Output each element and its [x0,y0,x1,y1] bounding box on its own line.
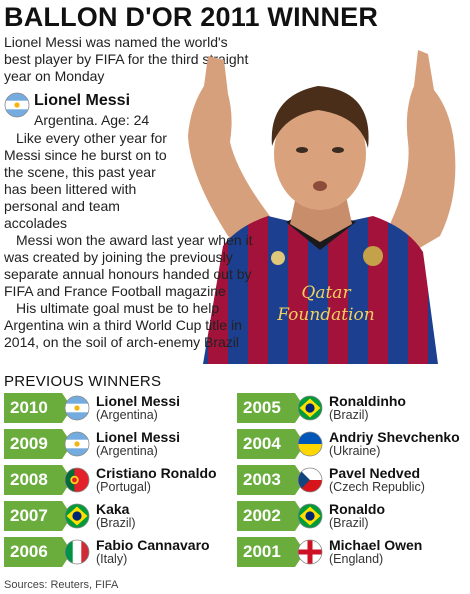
ukraine-flag-icon [297,431,323,457]
page-title: BALLON D'OR 2011 WINNER [4,2,379,32]
winner-country: (Ukraine) [329,444,381,458]
winner-year: 2002 [237,501,305,531]
winner-country: (Argentina) [96,408,158,422]
winner-name: Ronaldinho [329,393,406,409]
winner-country: (Brazil) [329,516,369,530]
winner-name: Kaka [96,501,130,517]
winner-country: (Italy) [96,552,128,566]
argentina-flag-icon [64,431,90,457]
winner-name: Andriy Shevchenko [329,429,460,445]
argentina-flag-icon [64,395,90,421]
argentina-flag-icon [4,92,30,118]
winner-name: Ronaldo [329,501,385,517]
shirt-text-line2: Foundation [276,305,374,325]
sources-note: Sources: Reuters, FIFA [4,579,119,591]
brazil-flag-icon [64,503,90,529]
bullet-list: Like every other year for Messi since he… [4,130,254,351]
page-subtitle: Lionel Messi was named the world's best … [4,34,249,84]
winner-year: 2003 [237,465,305,495]
previous-winners-heading: PREVIOUS WINNERS [4,373,162,390]
winner-year: 2005 [237,393,305,423]
czech-flag-icon [297,467,323,493]
winner-country: (Brazil) [96,516,136,530]
player-meta: Argentina. Age: 24 [34,112,150,128]
winner-country: (Czech Republic) [329,480,425,494]
winner-country: (Brazil) [329,408,369,422]
winner-name: Pavel Nedved [329,465,421,481]
player-name: Lionel Messi [34,92,131,109]
winner-year: 2010 [4,393,72,423]
winner-country: (Argentina) [96,444,158,458]
portugal-flag-icon [64,467,90,493]
winner-name: Lionel Messi [96,429,181,445]
winner-year: 2009 [4,429,72,459]
bullet-item: His ultimate goal must be to help Argent… [4,300,254,351]
winner-country: (England) [329,552,384,566]
winner-year: 2007 [4,501,72,531]
winner-country: (Portugal) [96,480,151,494]
winner-name: Fabio Cannavaro [96,537,210,553]
bullet-item: Like every other year for Messi since he… [4,130,169,232]
italy-flag-icon [64,539,90,565]
winner-year: 2001 [237,537,305,567]
winner-name: Cristiano Ronaldo [96,465,217,481]
bullet-item: Messi won the award last year when it wa… [4,232,253,299]
brazil-flag-icon [297,395,323,421]
winner-year: 2008 [4,465,72,495]
winner-year: 2004 [237,429,305,459]
england-flag-icon [297,539,323,565]
brazil-flag-icon [297,503,323,529]
winner-year: 2006 [4,537,72,567]
winner-name: Lionel Messi [96,393,181,409]
shirt-text-line1: Qatar [301,283,351,303]
winner-name: Michael Owen [329,537,423,553]
messi-photo: Qatar Foundation [168,46,470,364]
